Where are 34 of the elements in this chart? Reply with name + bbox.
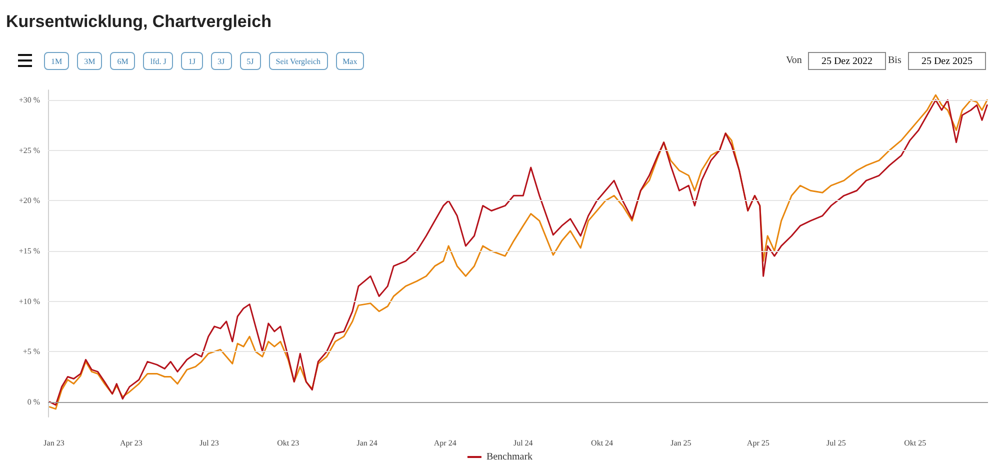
text: 1J xyxy=(181,52,202,70)
y-tick-label: +30 % xyxy=(18,96,40,105)
y-tick-label: +20 % xyxy=(18,196,40,206)
text: Seit Vergleich xyxy=(268,52,328,70)
text: lfd. J xyxy=(143,52,174,70)
chart-title: Kursentwicklung, Chartvergleich xyxy=(6,12,272,32)
text: Bis xyxy=(888,55,902,66)
x-tick-label: Apr 25 xyxy=(746,438,770,448)
x-tick-label: Jan 24 xyxy=(356,438,378,448)
text: 25 Dez 2022 xyxy=(808,52,886,70)
x-tick-label: Apr 24 xyxy=(434,438,456,448)
y-tick-label: +15 % xyxy=(18,246,40,256)
text: Von xyxy=(786,55,802,66)
text: 1M xyxy=(44,52,70,70)
x-tick-label: Jul 23 xyxy=(200,438,219,448)
x-tick-label: Okt 24 xyxy=(591,438,614,448)
text: Max xyxy=(336,52,364,70)
x-tick-label: Okt 25 xyxy=(904,438,926,448)
text: 3M xyxy=(77,52,102,70)
y-tick-label: +25 % xyxy=(18,146,40,155)
x-tick-label: Jan 25 xyxy=(670,438,692,448)
x-tick-label: Jul 25 xyxy=(826,438,846,448)
legend-label: Benchmark xyxy=(486,452,533,462)
text: 25 Dez 2025 xyxy=(908,52,986,70)
text: 6M xyxy=(110,52,136,70)
text: 5J xyxy=(240,52,261,70)
y-tick-label: 0 % xyxy=(27,397,40,406)
y-tick-label: +10 % xyxy=(18,296,40,306)
x-tick-label: Apr 23 xyxy=(120,438,142,448)
x-tick-label: Okt 23 xyxy=(277,438,300,448)
x-tick-label: Jul 24 xyxy=(513,438,533,448)
text: 3J xyxy=(210,52,232,70)
y-tick-label: +5 % xyxy=(22,347,40,356)
x-tick-label: Jan 23 xyxy=(44,438,64,448)
